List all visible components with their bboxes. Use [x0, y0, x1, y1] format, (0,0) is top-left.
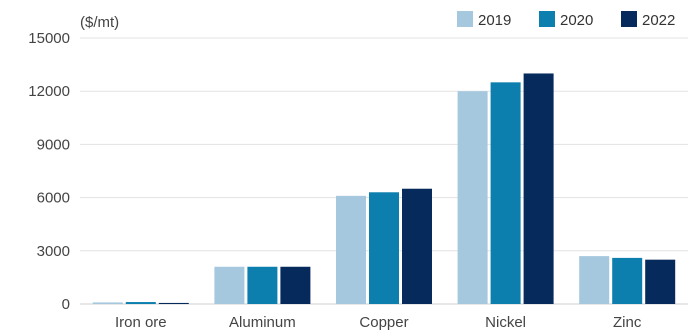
- bar-nickel-2020: [490, 82, 521, 304]
- x-category-label: Aluminum: [229, 314, 296, 331]
- bars: [92, 73, 676, 304]
- legend-label: 2019: [478, 12, 511, 29]
- bar-zinc-2020: [612, 257, 643, 304]
- unit-label: ($/mt): [80, 14, 119, 31]
- bar-zinc-2019: [579, 256, 610, 304]
- bar-copper-2019: [336, 195, 366, 304]
- x-category-label: Copper: [359, 314, 408, 331]
- bar-iron-ore-2019: [92, 302, 123, 304]
- bar-iron-ore-2022: [158, 302, 189, 304]
- bar-copper-2022: [402, 188, 432, 304]
- legend-swatch: [621, 11, 637, 27]
- legend-swatch: [457, 11, 473, 27]
- x-category-label: Iron ore: [115, 314, 167, 331]
- bar-zinc-2022: [645, 259, 676, 304]
- y-axis-tick-labels: 0 3000 6000 9000 12000 15000: [28, 30, 70, 313]
- y-tick-label: 15000: [28, 30, 70, 47]
- y-tick-label: 12000: [28, 83, 70, 100]
- y-tick-label: 9000: [37, 136, 70, 153]
- legend-swatch: [539, 11, 555, 27]
- x-axis-category-labels: Iron ore Aluminum Copper Nickel Zinc: [115, 314, 642, 331]
- bar-iron-ore-2020: [125, 302, 156, 304]
- bar-aluminum-2019: [214, 266, 245, 304]
- x-category-label: Zinc: [613, 314, 642, 331]
- bar-copper-2020: [369, 192, 399, 304]
- bar-nickel-2022: [523, 73, 554, 304]
- y-tick-label: 6000: [37, 190, 70, 207]
- bar-aluminum-2020: [247, 266, 278, 304]
- bar-nickel-2019: [457, 91, 488, 304]
- y-tick-label: 0: [62, 296, 70, 313]
- legend-label: 2022: [642, 12, 675, 29]
- legend: 2019 2020 2022: [457, 11, 675, 29]
- legend-label: 2020: [560, 12, 593, 29]
- x-category-label: Nickel: [485, 314, 526, 331]
- y-tick-label: 3000: [37, 243, 70, 260]
- bar-aluminum-2022: [280, 266, 311, 304]
